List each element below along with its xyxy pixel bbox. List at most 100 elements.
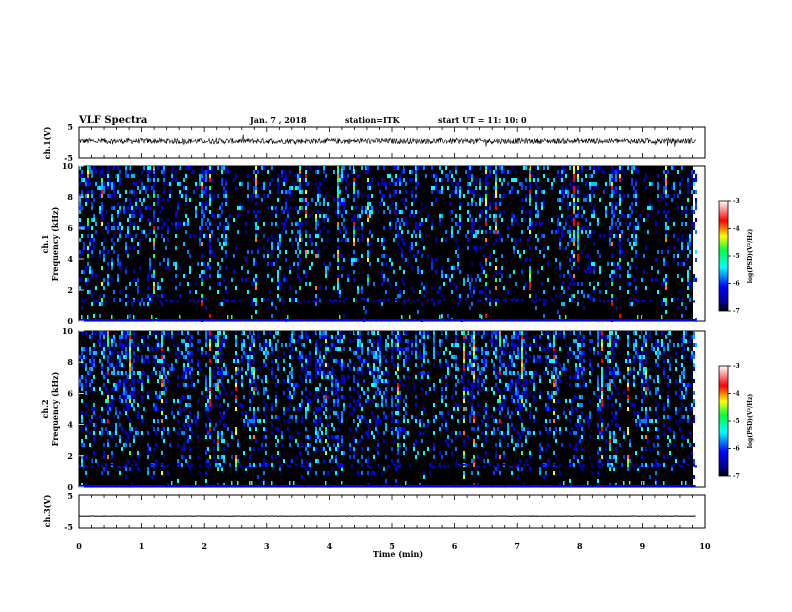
spectrogram-cell [139, 371, 141, 375]
spectrogram-cell [223, 363, 225, 367]
spectrogram-cell [547, 262, 549, 266]
spectrogram-cell [251, 355, 253, 359]
spectrogram-cell [283, 379, 285, 383]
spectrogram-cell [79, 182, 81, 186]
spectrogram-cell [99, 182, 101, 186]
spectrogram-cell [207, 351, 209, 355]
spectrogram-cell [267, 250, 269, 254]
spectrogram-cell [389, 258, 391, 262]
spectrogram-cell [339, 419, 341, 423]
spectrogram-cell [195, 206, 197, 210]
spectrogram-cell [141, 359, 143, 363]
spectrogram-cell [297, 431, 299, 435]
spectrogram-cell [339, 198, 341, 202]
spectrogram-cell [521, 218, 523, 222]
spectrogram-cell [391, 178, 393, 182]
spectrogram-cell [463, 367, 465, 371]
spectrogram-cell [455, 459, 457, 463]
spectrogram-cell [105, 331, 107, 335]
spectrogram-cell [533, 300, 535, 303]
spectrogram-cell [361, 238, 363, 242]
spectrogram-cell [569, 234, 571, 238]
spectrogram-cell [113, 387, 115, 391]
spectrogram-cell [165, 266, 167, 270]
spectrogram-cell [503, 178, 505, 182]
spectrogram-cell [463, 439, 465, 443]
spectrogram-cell [341, 465, 343, 468]
spectrogram-cell [431, 166, 433, 170]
spectrogram-cell [147, 170, 149, 174]
spectrogram-cell [605, 282, 607, 286]
spectrogram-cell [361, 465, 363, 468]
spectrogram-cell [323, 214, 325, 218]
spectrogram-cell [191, 170, 193, 174]
spectrogram-cell [181, 331, 183, 335]
spectrogram-cell [291, 435, 293, 439]
spectrogram-cell [247, 423, 249, 427]
spectrogram-cell [399, 222, 401, 226]
spectrogram-cell [409, 210, 411, 214]
spectrogram-cell [461, 379, 463, 383]
spectrogram-cell [573, 238, 575, 242]
spectrogram-cell [285, 230, 287, 234]
spectrogram-cell [259, 343, 261, 347]
spectrogram-cell [327, 375, 329, 379]
spectrogram-cell [361, 351, 363, 355]
spectrogram-cell [325, 363, 327, 367]
spectrogram-cell [161, 226, 163, 230]
spectrogram-cell [595, 182, 597, 186]
spectrogram-cell [433, 363, 435, 367]
spectrogram-cell [101, 186, 103, 190]
spectrogram-cell [393, 463, 395, 466]
spectrogram-cell [391, 411, 393, 415]
spectrogram-cell [395, 395, 397, 399]
spectrogram-cell [485, 351, 487, 355]
spectrogram-cell [215, 351, 217, 355]
spectrogram-cell [415, 234, 417, 238]
spectrogram-cell [201, 242, 203, 246]
spectrogram-cell [121, 351, 123, 355]
spectrogram-cell [305, 170, 307, 174]
spectrogram-cell [241, 266, 243, 270]
spectrogram-cell [255, 194, 257, 198]
spectrogram-cell [129, 383, 131, 387]
spectrogram-cell [363, 379, 365, 383]
spectrogram-cell [477, 355, 479, 359]
spectrogram-cell [419, 222, 421, 226]
spectrogram-cell [107, 182, 109, 186]
spectrogram-cell [613, 234, 615, 238]
spectrogram-cell [185, 214, 187, 218]
spectrogram-cell [241, 278, 243, 282]
spectrogram-cell [143, 335, 145, 339]
spectrogram-cell [327, 218, 329, 222]
spectrogram-cell [617, 170, 619, 174]
spectrogram-cell [421, 371, 423, 375]
spectrogram-cell [289, 435, 291, 439]
spectrogram-cell [495, 375, 497, 379]
spectrogram-cell [93, 331, 95, 335]
spectrogram-cell [199, 178, 201, 182]
spectrogram-cell [469, 335, 471, 339]
spectrogram-cell [189, 290, 191, 294]
spectrogram-cell [481, 290, 483, 294]
spectrogram-cell [353, 262, 355, 266]
spectrogram-cell [153, 218, 155, 222]
spectrogram-cell [119, 194, 121, 198]
spectrogram-cell [217, 359, 219, 363]
spectrogram-cell [123, 391, 125, 395]
spectrogram-cell [283, 210, 285, 214]
spectrogram-cell [661, 299, 663, 302]
spectrogram-cell [441, 170, 443, 174]
spectrogram-cell [103, 443, 105, 447]
spectrogram-cell [157, 294, 159, 298]
spectrogram-cell [159, 395, 161, 399]
spectrogram-cell [235, 186, 237, 190]
spectrogram-cell [521, 210, 523, 214]
spectrogram-cell [635, 170, 637, 174]
spectrogram-cell [217, 351, 219, 355]
spectrogram-cell [457, 266, 459, 270]
spectrogram-cell [421, 387, 423, 391]
spectrogram-cell [499, 371, 501, 375]
spectrogram-cell [665, 178, 667, 182]
spectrogram-cell [421, 254, 423, 258]
